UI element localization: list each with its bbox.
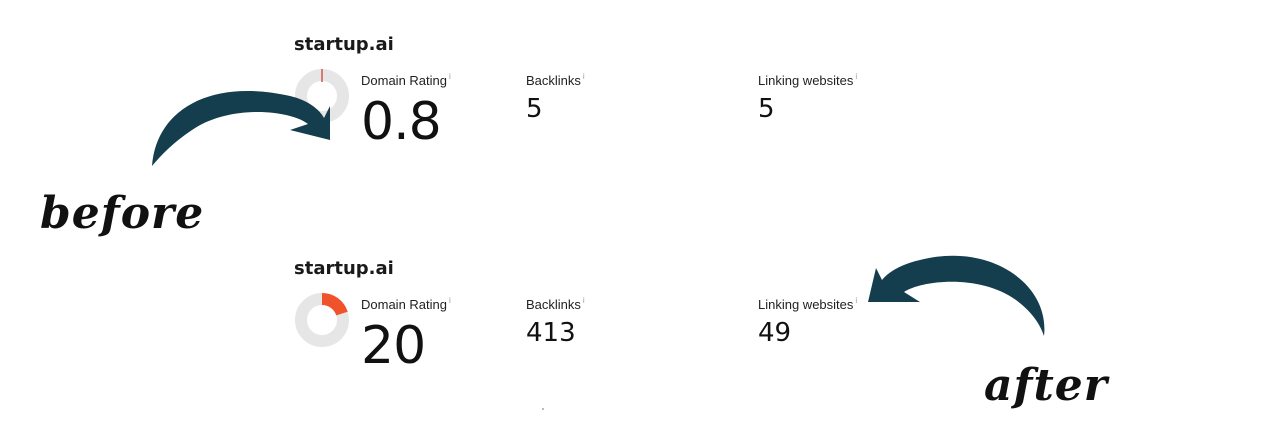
stray-dot	[542, 408, 544, 410]
domain-rating-value: 0.8	[361, 92, 442, 152]
linking-websites-value[interactable]: 5	[758, 94, 775, 124]
linking-websites-value[interactable]: 49	[758, 318, 792, 348]
after-annotation: after	[984, 360, 1108, 411]
domain-rating-gauge	[295, 293, 349, 347]
before-panel: startup.ai Domain Rating i 0.8 Backlinks i…	[0, 30, 1280, 170]
site-name: startup.ai	[294, 258, 394, 279]
backlinks-metric: Backlinks i 5	[526, 72, 585, 122]
backlinks-value[interactable]: 413	[526, 318, 576, 348]
backlinks-label: Backlinks	[526, 73, 581, 88]
domain-rating-label: Domain Rating	[361, 297, 447, 312]
domain-rating-value: 20	[361, 316, 426, 376]
info-icon[interactable]: i	[855, 296, 858, 305]
linking-websites-metric: Linking websites i 49	[758, 296, 857, 346]
domain-rating-metric: Domain Rating i 20	[361, 296, 451, 372]
domain-rating-metric: Domain Rating i 0.8	[361, 72, 451, 148]
before-annotation: before	[40, 188, 205, 239]
gauge-fill	[295, 293, 349, 347]
info-icon[interactable]: i	[449, 296, 451, 305]
info-icon[interactable]: i	[449, 72, 451, 81]
backlinks-label: Backlinks	[526, 297, 581, 312]
curved-arrow-icon	[152, 90, 330, 166]
linking-websites-label: Linking websites	[758, 297, 854, 312]
info-icon[interactable]: i	[855, 72, 858, 81]
linking-websites-metric: Linking websites i 5	[758, 72, 857, 122]
domain-rating-label: Domain Rating	[361, 73, 447, 88]
info-icon[interactable]: i	[582, 296, 585, 305]
after-panel: startup.ai Domain Rating i 20 Backlinks i …	[0, 254, 1280, 394]
info-icon[interactable]: i	[582, 72, 585, 81]
site-name: startup.ai	[294, 34, 394, 55]
backlinks-value[interactable]: 5	[526, 94, 543, 124]
linking-websites-label: Linking websites	[758, 73, 854, 88]
backlinks-metric: Backlinks i 413	[526, 296, 585, 346]
curved-arrow-icon	[868, 255, 1045, 336]
